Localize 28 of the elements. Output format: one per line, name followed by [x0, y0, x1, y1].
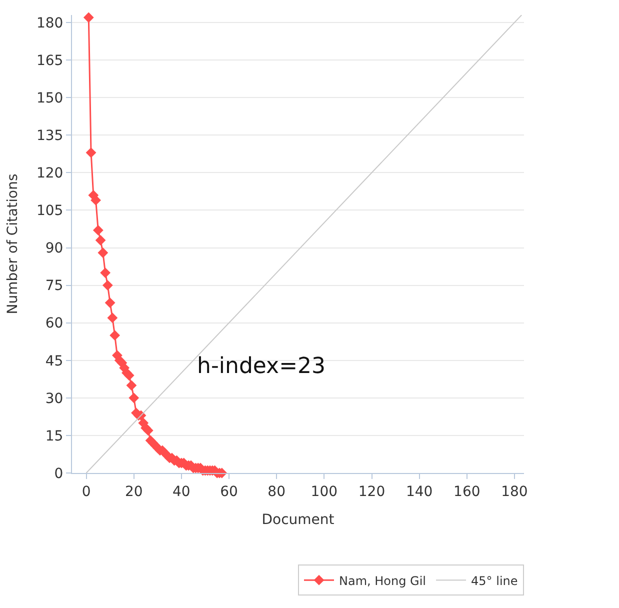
y-tick-label: 120 — [36, 166, 64, 182]
x-tick-label: 20 — [124, 484, 143, 500]
y-tick-label: 0 — [54, 466, 64, 482]
x-tick-label: 120 — [358, 484, 386, 500]
y-tick-label: 90 — [45, 240, 64, 257]
y-tick-label: 60 — [45, 316, 64, 332]
y-axis-title: Number of Citations — [5, 174, 22, 314]
y-tick-label: 30 — [45, 390, 64, 407]
y-tick-label: 165 — [36, 52, 64, 69]
x-tick-label: 0 — [82, 484, 91, 500]
x-tick-label: 140 — [406, 484, 433, 500]
x-axis-title: Document — [262, 512, 335, 528]
x-tick-label: 60 — [220, 484, 238, 500]
y-tick-label: 135 — [36, 128, 64, 144]
x-tick-label: 80 — [268, 484, 286, 500]
y-tick-label: 180 — [36, 15, 64, 32]
y-tick-label: 150 — [36, 90, 64, 106]
y-tick-label: 105 — [36, 203, 64, 220]
x-tick-label: 160 — [454, 484, 480, 500]
x-tick-label: 180 — [501, 484, 528, 500]
annotation: h-index=23 — [197, 354, 326, 379]
y-tick-label: 45 — [45, 353, 64, 370]
y-tick-label: 15 — [45, 428, 64, 444]
x-tick-label: 40 — [172, 484, 190, 500]
y-tick-label: 75 — [45, 278, 64, 294]
legend-label: Nam, Hong Gil — [339, 574, 426, 588]
x-tick-label: 100 — [310, 484, 338, 500]
legend-label: 45° line — [471, 574, 518, 588]
